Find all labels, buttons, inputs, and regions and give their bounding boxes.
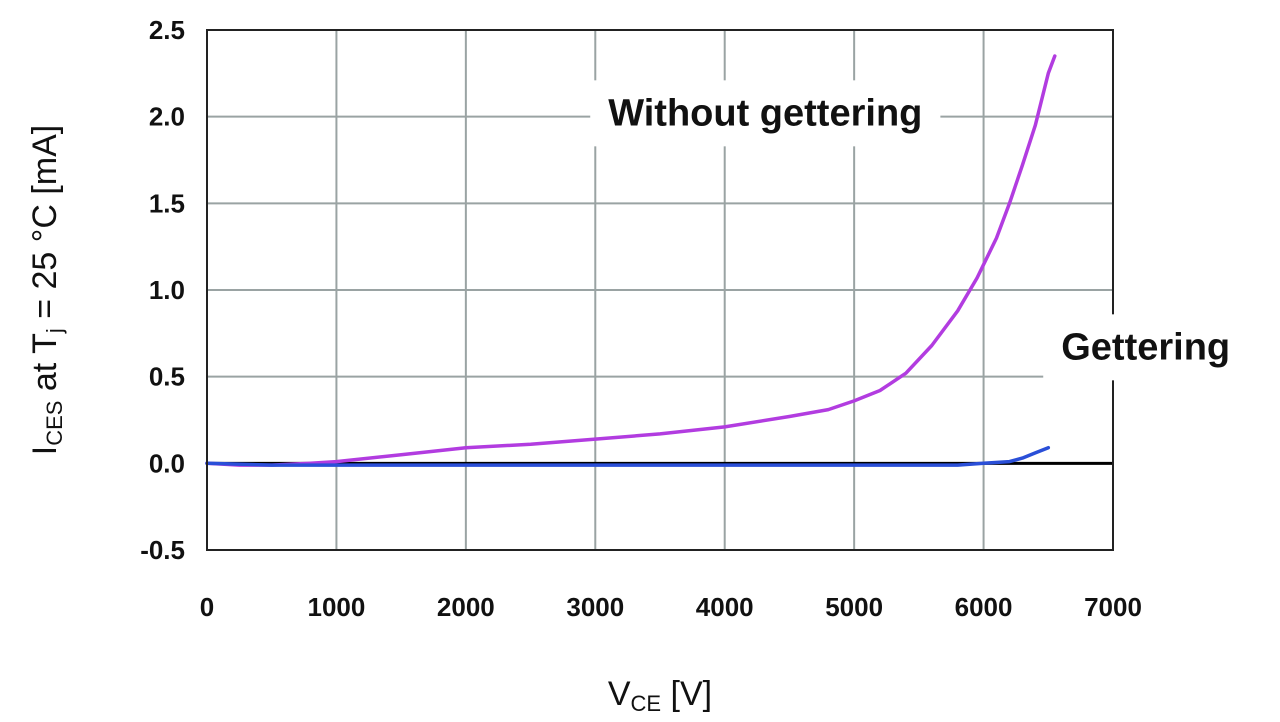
annotation-gettering-bg bbox=[1043, 314, 1249, 381]
x-tick-label: 5000 bbox=[825, 592, 883, 622]
x-tick-label: 6000 bbox=[955, 592, 1013, 622]
x-axis-title: VCE [V] bbox=[608, 675, 712, 716]
y-tick-label: 0.5 bbox=[149, 362, 185, 392]
series-line-gettering bbox=[205, 445, 1051, 467]
x-tick-label: 3000 bbox=[566, 592, 624, 622]
y-tick-label: 1.0 bbox=[149, 275, 185, 305]
y-tick-labels: -0.5 0.0 0.5 1.0 1.5 2.0 2.5 bbox=[140, 15, 185, 565]
x-tick-label: 0 bbox=[200, 592, 214, 622]
y-tick-label: 1.5 bbox=[149, 188, 185, 218]
annotation-without-gettering-bg bbox=[590, 80, 941, 147]
y-tick-label: -0.5 bbox=[140, 535, 185, 565]
annotation-gettering: Gettering bbox=[1061, 326, 1230, 368]
y-axis-text-temp: = 25 °C [mA] bbox=[26, 125, 64, 329]
x-tick-label: 2000 bbox=[437, 592, 495, 622]
y-tick-label: 0.0 bbox=[149, 448, 185, 478]
y-tick-label: 2.0 bbox=[149, 102, 185, 132]
y-axis-subscript-ces: CES bbox=[42, 401, 67, 446]
annotations: Without gettering Gettering bbox=[590, 80, 1249, 381]
series-line-without-gettering bbox=[205, 54, 1057, 467]
series-lines bbox=[205, 54, 1057, 467]
annotation-without-gettering: Without gettering bbox=[608, 92, 922, 134]
x-tick-label: 4000 bbox=[696, 592, 754, 622]
x-axis-unit: [V] bbox=[661, 675, 712, 713]
x-tick-labels: 0 1000 2000 3000 4000 5000 6000 7000 bbox=[200, 592, 1142, 622]
y-axis-text-at: at T bbox=[26, 333, 64, 400]
x-axis-subscript: CE bbox=[631, 691, 662, 716]
x-tick-label: 7000 bbox=[1084, 592, 1142, 622]
y-axis-title: ICES at Tj = 25 °C [mA] bbox=[26, 125, 67, 456]
x-axis-symbol: V bbox=[608, 675, 631, 713]
plot-frame bbox=[206, 29, 1114, 551]
x-tick-label: 1000 bbox=[308, 592, 366, 622]
y-axis-symbol: I bbox=[26, 446, 64, 455]
y-axis-subscript-j: j bbox=[42, 328, 67, 334]
y-tick-label: 2.5 bbox=[149, 15, 185, 45]
